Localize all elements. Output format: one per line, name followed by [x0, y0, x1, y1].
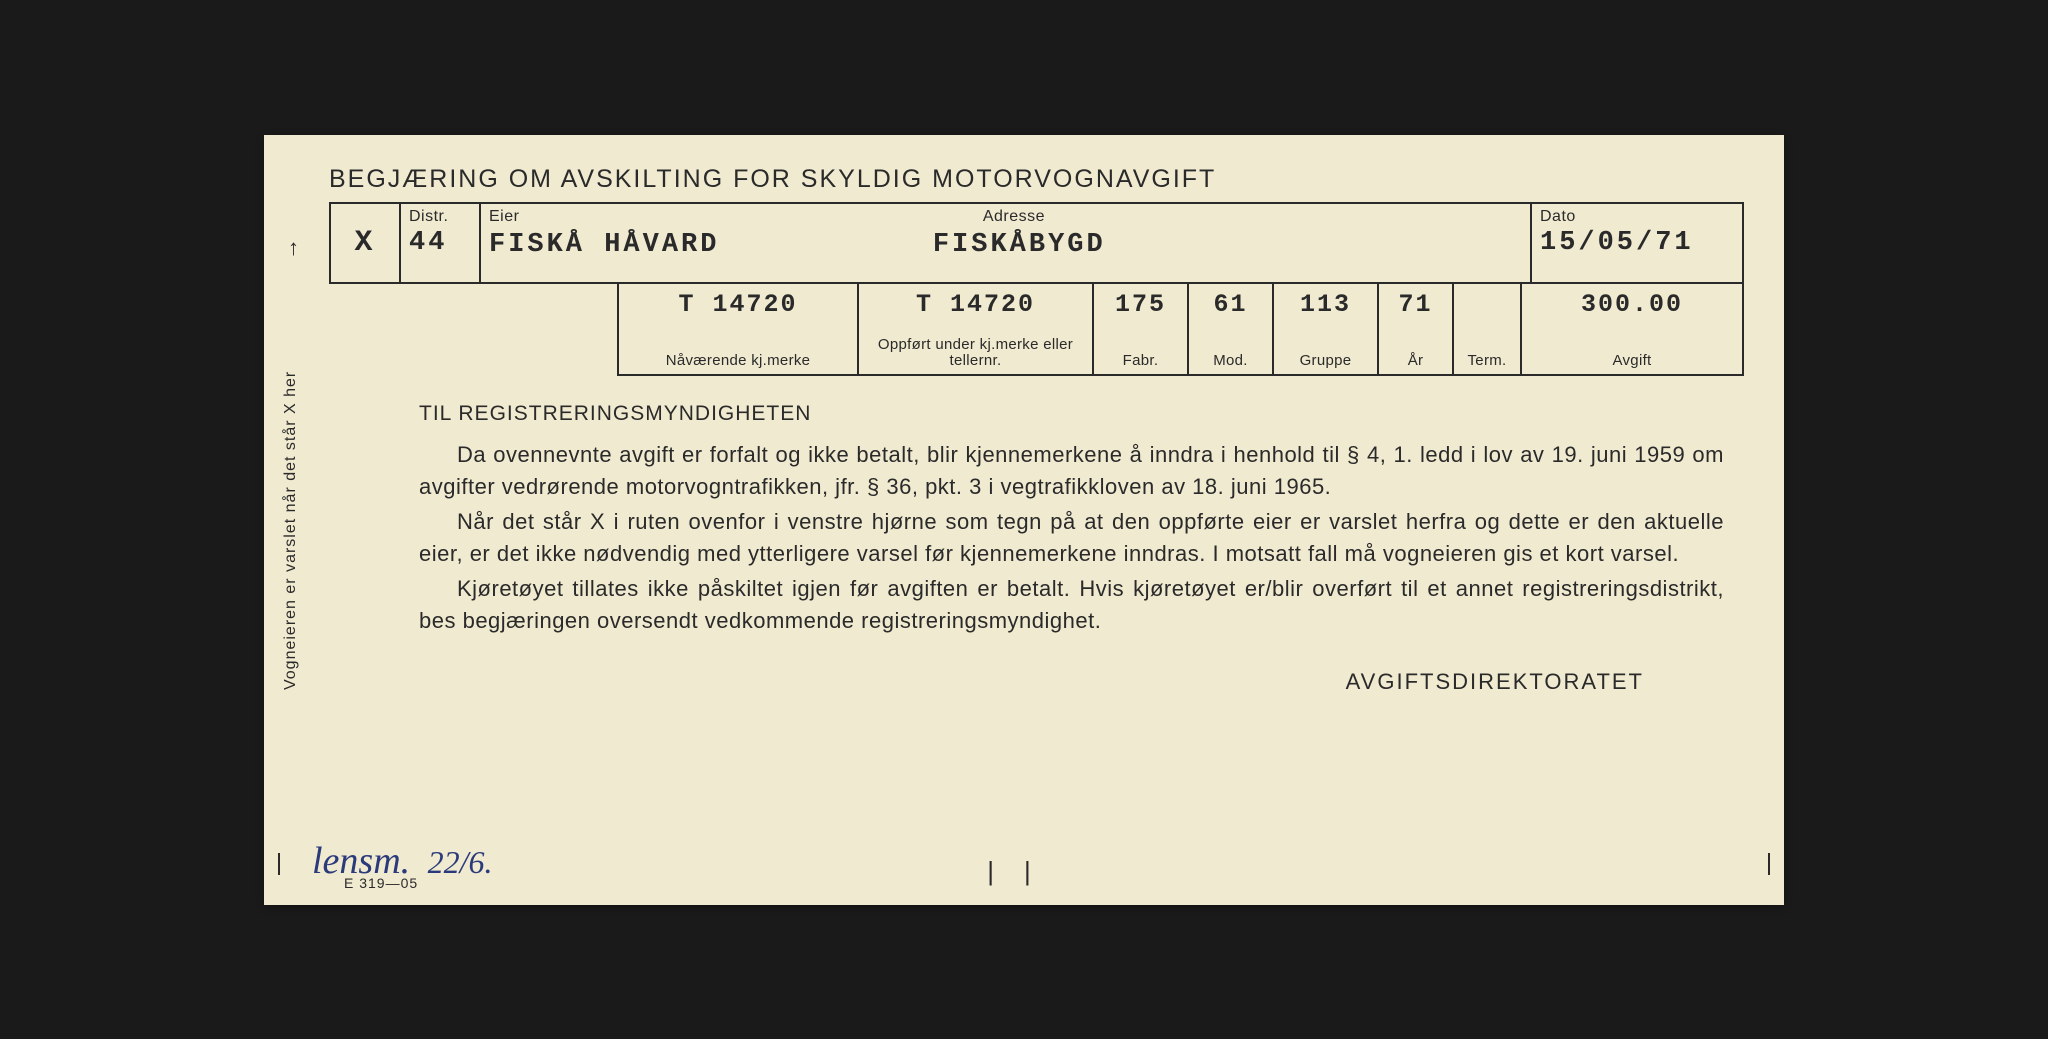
form-title: BEGJÆRING OM AVSKILTING FOR SKYLDIG MOTO… [329, 165, 1744, 194]
opp-value: T 14720 [865, 290, 1086, 319]
header-row: X Distr. 44 Eier Adresse FISKÅ HÅVARD FI… [329, 202, 1744, 284]
avgift-label: Avgift [1528, 353, 1736, 370]
signature: AVGIFTSDIREKTORATET [419, 666, 1644, 699]
cell-navaerende: T 14720 Nåværende kj.merke [619, 284, 859, 374]
dato-label: Dato [1540, 208, 1734, 226]
body-p3: Kjøretøyet tillates ikke påskiltet igjen… [419, 573, 1724, 638]
adresse-label: Adresse [923, 208, 1522, 226]
ar-label: År [1385, 353, 1446, 370]
body-heading: TIL REGISTRERINGSMYNDIGHETEN [419, 398, 1724, 429]
cell-distr: Distr. 44 [401, 204, 481, 282]
body-p1: Da ovennevnte avgift er forfalt og ikke … [419, 439, 1724, 504]
term-label: Term. [1460, 353, 1514, 370]
avgift-value: 300.00 [1528, 290, 1736, 319]
cell-mod: 61 Mod. [1189, 284, 1274, 374]
cell-oppfort: T 14720 Oppført under kj.merke eller tel… [859, 284, 1094, 374]
gruppe-value: 113 [1280, 290, 1371, 319]
gruppe-label: Gruppe [1280, 353, 1371, 370]
form-document: BEGJÆRING OM AVSKILTING FOR SKYLDIG MOTO… [264, 135, 1784, 905]
left-edge-tick [278, 853, 280, 875]
fabr-value: 175 [1100, 290, 1181, 319]
eier-label: Eier [489, 208, 923, 226]
form-table: X Distr. 44 Eier Adresse FISKÅ HÅVARD FI… [329, 202, 1744, 376]
body-text: TIL REGISTRERINGSMYNDIGHETEN Da ovennevn… [419, 398, 1724, 699]
cell-dato: Dato 15/05/71 [1532, 204, 1742, 282]
nav-value: T 14720 [625, 290, 851, 319]
ar-value: 71 [1385, 290, 1446, 319]
side-note: Vogneieren er varslet når det står X her [282, 255, 312, 805]
form-code: E 319—05 [344, 875, 418, 891]
right-edge-tick [1768, 853, 1770, 875]
adresse-value: FISKÅBYGD [923, 230, 1522, 260]
cell-eier-adresse: Eier Adresse FISKÅ HÅVARD FISKÅBYGD [481, 204, 1532, 282]
cell-ar: 71 År [1379, 284, 1454, 374]
cell-fabr: 175 Fabr. [1094, 284, 1189, 374]
body-p2: Når det står X i ruten ovenfor i venstre… [419, 506, 1724, 571]
cell-x-mark: X [331, 204, 401, 282]
handwritten-date: 22/6. [428, 844, 493, 880]
distr-label: Distr. [409, 208, 471, 226]
x-mark-value: X [354, 226, 375, 260]
cell-gruppe: 113 Gruppe [1274, 284, 1379, 374]
center-tick-marks: || [987, 856, 1061, 887]
distr-value: 44 [409, 228, 471, 258]
cell-avgift: 300.00 Avgift [1522, 284, 1742, 374]
mod-value: 61 [1195, 290, 1266, 319]
fabr-label: Fabr. [1100, 353, 1181, 370]
cell-term: Term. [1454, 284, 1522, 374]
nav-label: Nåværende kj.merke [625, 353, 851, 370]
eier-value: FISKÅ HÅVARD [489, 230, 923, 260]
dato-value: 15/05/71 [1540, 228, 1734, 258]
detail-row: T 14720 Nåværende kj.merke T 14720 Oppfø… [617, 284, 1744, 376]
mod-label: Mod. [1195, 353, 1266, 370]
opp-label: Oppført under kj.merke eller tellernr. [865, 337, 1086, 370]
